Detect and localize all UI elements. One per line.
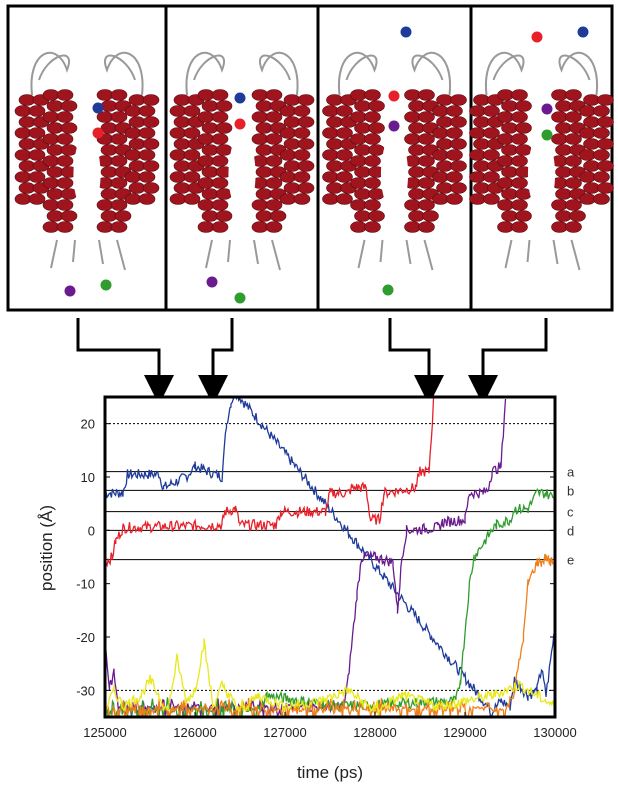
ion-marker	[92, 127, 104, 139]
x-tick-label: 128000	[353, 725, 396, 740]
protein-helices	[322, 89, 467, 233]
snapshot-panel	[469, 4, 614, 312]
ion-marker	[577, 26, 589, 38]
y-tick-label: 10	[81, 470, 95, 485]
protein-helices	[469, 89, 614, 233]
ion-marker	[100, 279, 112, 291]
protein-loops	[30, 51, 144, 271]
ion-marker	[388, 120, 400, 132]
protein-loops	[185, 51, 299, 271]
series-line-1	[105, 398, 435, 568]
x-tick-label: 126000	[173, 725, 216, 740]
ion-marker	[382, 284, 394, 296]
protein-helices	[169, 89, 315, 233]
ion-marker	[541, 129, 553, 141]
protein-helices	[14, 89, 160, 233]
central-cavity	[73, 140, 101, 215]
site-label-e: e	[567, 553, 574, 568]
plot-frame	[103, 395, 557, 719]
connector-arrow-1	[76, 318, 174, 405]
y-tick-label: -30	[76, 683, 95, 698]
ion-marker	[206, 276, 218, 288]
ion-marker	[64, 285, 76, 297]
connector-arrow-4	[468, 318, 548, 405]
y-tick-label: 20	[81, 417, 95, 432]
ion-marker	[234, 92, 246, 104]
ion-marker	[541, 103, 553, 115]
ion-marker	[234, 292, 246, 304]
x-tick-label: 125000	[83, 725, 126, 740]
connector-arrow-2	[198, 318, 234, 405]
protein-loops	[484, 51, 599, 271]
ion-marker	[531, 31, 543, 43]
x-axis-title: time (ps)	[297, 763, 363, 782]
central-cavity	[228, 140, 256, 215]
central-cavity	[527, 140, 556, 215]
site-label-d: d	[567, 523, 574, 538]
ion-marker	[388, 90, 400, 102]
ion-marker	[234, 118, 246, 130]
plot-background	[105, 397, 555, 717]
y-tick-label: -20	[76, 630, 95, 645]
site-label-c: c	[567, 505, 574, 520]
x-tick-label: 130000	[533, 725, 576, 740]
protein-loops	[337, 51, 452, 271]
central-cavity	[380, 140, 409, 215]
site-label-b: b	[567, 483, 574, 498]
connector-arrow-3	[388, 318, 444, 405]
y-axis-title: position (Å)	[37, 505, 56, 591]
ion-marker	[400, 26, 412, 38]
snapshot-panel	[164, 4, 320, 312]
y-tick-label: -10	[76, 577, 95, 592]
series-group	[105, 397, 555, 717]
ion-marker	[92, 102, 104, 114]
snapshot-panels	[6, 4, 614, 312]
series-line-4	[105, 553, 555, 717]
snapshot-panel	[6, 4, 168, 312]
site-label-a: a	[567, 465, 575, 480]
series-line-0	[105, 397, 555, 717]
y-tick-label: 0	[88, 523, 95, 538]
x-tick-label: 129000	[443, 725, 486, 740]
series-line-5	[105, 638, 555, 716]
x-tick-label: 127000	[263, 725, 306, 740]
snapshot-panel	[316, 4, 473, 312]
